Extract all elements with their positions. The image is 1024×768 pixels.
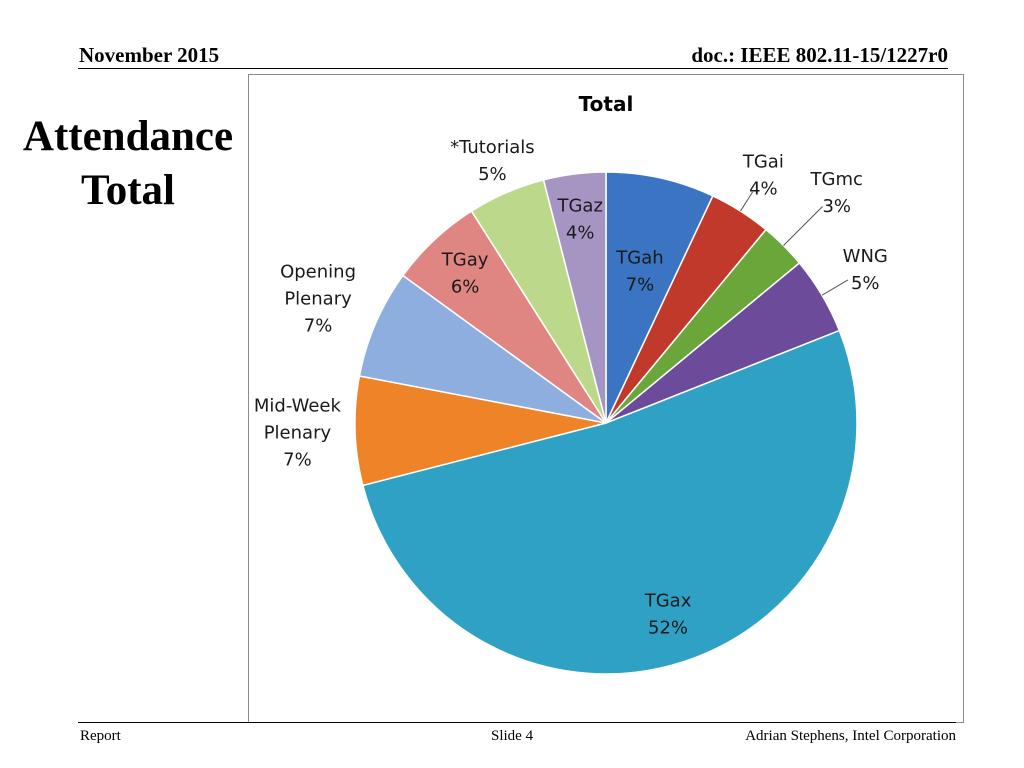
pie-slice-tgah [605, 171, 714, 424]
leader-line-tgmc [783, 206, 823, 246]
pie-chart: Total TGah 7% TGai 4% TGmc 3% WNG 5% TGax 52% Mid-… [254, 92, 888, 675]
slide-title-line1: Attendance [22, 113, 234, 160]
pie-label-tgmc: TGmc 3% [810, 169, 863, 217]
header-doc-id: doc.: IEEE 802.11-15/1227r0 [691, 43, 948, 67]
leader-line-tgai [740, 191, 754, 212]
pie-slice-opening-plenary [358, 274, 607, 424]
pie-label-tgaz: TGaz 4% [556, 195, 602, 243]
pie-label-tutorials: *Tutorials 5% [450, 137, 535, 185]
chart-frame: Total TGah 7% TGai 4% TGmc 3% WNG 5% TGax 52% Mid-… [248, 74, 964, 723]
pie-label-tgax: TGax 52% [644, 590, 692, 638]
leader-line-wng [821, 279, 849, 296]
chart-title: Total [579, 92, 634, 116]
header-date: November 2015 [79, 43, 220, 67]
pie-label-wng: WNG 5% [843, 246, 888, 294]
pie-label-tgay: TGay 6% [441, 249, 489, 297]
pie-slice-tgaz [542, 171, 607, 424]
header-rule [78, 68, 948, 69]
footer-slide-number: Slide 4 [491, 728, 534, 744]
pie-label-opening-plenary: Opening Plenary 7% [280, 261, 356, 336]
pie-slice-tgax [361, 329, 858, 675]
pie-label-tgai: TGai 4% [742, 152, 784, 200]
pie-label-mid-week-plenary: Mid-Week Plenary 7% [254, 396, 342, 471]
slide-title: Attendance Total [10, 110, 246, 218]
pie-slice-mid-week-plenary [354, 375, 607, 487]
pie-label-tgah: TGah 7% [615, 248, 663, 296]
footer-author: Adrian Stephens, Intel Corporation [745, 728, 956, 744]
slide-title-line2: Total [81, 167, 175, 214]
footer-rule [78, 722, 956, 723]
footer-left: Report [80, 728, 121, 744]
